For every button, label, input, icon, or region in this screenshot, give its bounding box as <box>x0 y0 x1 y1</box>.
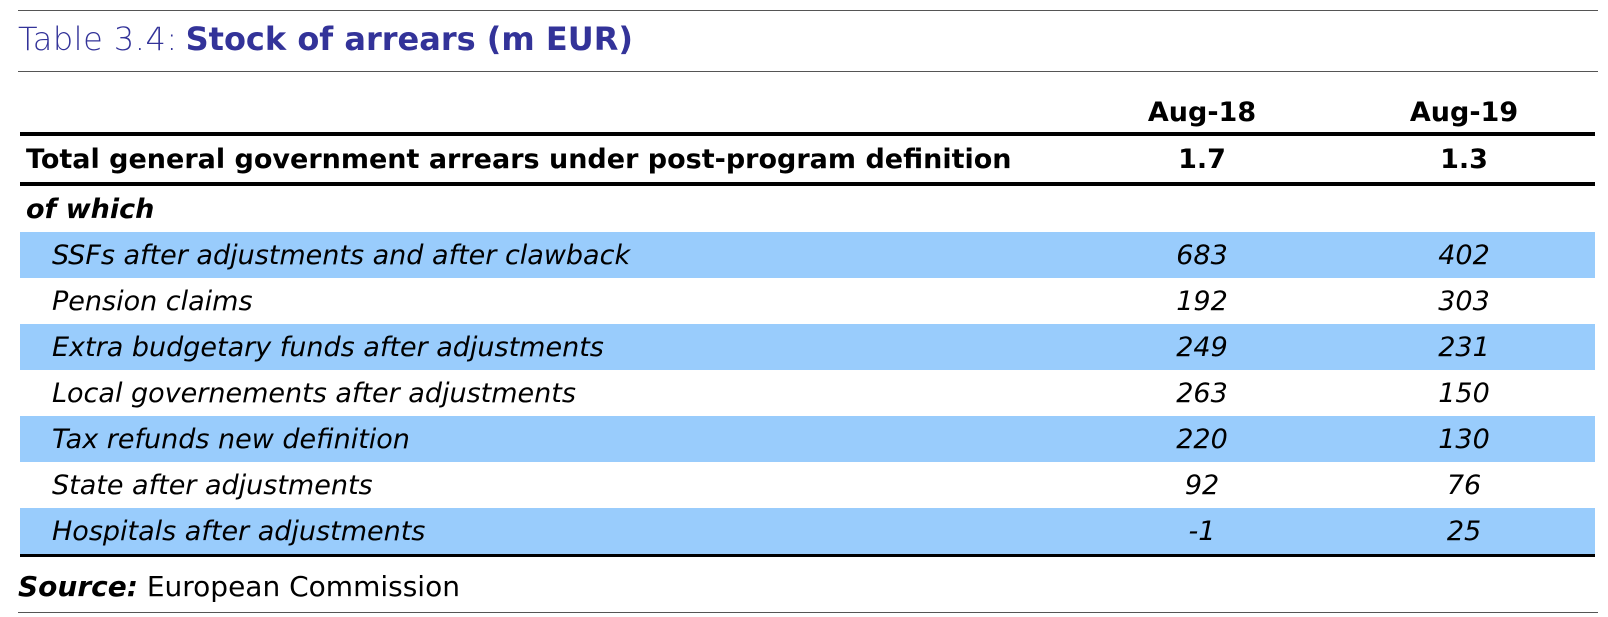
cell-value: 130 <box>1333 416 1595 462</box>
title: Table 3.4: Stock of arrears (m EUR) <box>18 20 633 58</box>
column-header: Aug-19 <box>1409 97 1519 128</box>
column-header: Aug-18 <box>1147 97 1257 128</box>
source-text: European Commission <box>146 570 460 603</box>
cell-value: 25 <box>1333 508 1595 556</box>
title-text: Stock of arrears (m EUR) <box>185 20 633 58</box>
cell-value: 231 <box>1333 324 1595 370</box>
row-label: SSFs after adjustments and after clawbac… <box>20 232 1071 278</box>
cell-value: 1.7 <box>1178 143 1226 175</box>
header-row: Aug-18 Aug-19 <box>20 82 1595 134</box>
row-label: Tax refunds new definition <box>20 416 1071 462</box>
row-label: State after adjustments <box>52 469 373 501</box>
bottom-rule <box>18 612 1598 613</box>
subheader-row: of which <box>20 184 1595 232</box>
title-rule <box>18 71 1598 72</box>
arrears-table: Aug-18 Aug-19 Total general government arr… <box>20 82 1595 557</box>
row-label: Local governements after adjustments <box>52 377 576 409</box>
data-row: Hospitals after adjustments -1 25 <box>20 508 1595 556</box>
data-row: SSFs after adjustments and after clawbac… <box>20 232 1595 278</box>
cell-value: 1.3 <box>1440 143 1488 175</box>
data-row: Pension claims 192 303 <box>20 278 1595 324</box>
source-label: Source: <box>18 570 138 603</box>
cell-value: 303 <box>1438 285 1490 317</box>
row-label: Extra budgetary funds after adjustments <box>20 324 1071 370</box>
cell-value: 263 <box>1176 377 1228 409</box>
source: Source: European Commission <box>18 570 460 603</box>
title-label: Table 3.4: <box>18 20 178 58</box>
subheader: of which <box>26 193 155 225</box>
cell-value: 76 <box>1446 469 1482 501</box>
row-label: Pension claims <box>52 285 253 317</box>
cell-value: 150 <box>1438 377 1490 409</box>
top-rule <box>18 10 1598 11</box>
cell-value: 220 <box>1071 416 1333 462</box>
data-row: State after adjustments 92 76 <box>20 462 1595 508</box>
cell-value: 249 <box>1071 324 1333 370</box>
row-label: Hospitals after adjustments <box>20 508 1071 556</box>
cell-value: -1 <box>1071 508 1333 556</box>
cell-value: 683 <box>1071 232 1333 278</box>
row-label: Total general government arrears under p… <box>26 143 1012 175</box>
data-row: Tax refunds new definition 220 130 <box>20 416 1595 462</box>
total-row: Total general government arrears under p… <box>20 134 1595 184</box>
cell-value: 92 <box>1184 469 1220 501</box>
table-body: Aug-18 Aug-19 Total general government arr… <box>20 82 1595 556</box>
data-row: Extra budgetary funds after adjustments 2… <box>20 324 1595 370</box>
cell-value: 402 <box>1333 232 1595 278</box>
header-blank <box>20 82 1071 134</box>
cell-value: 192 <box>1176 285 1228 317</box>
data-row: Local governements after adjustments 263 1… <box>20 370 1595 416</box>
